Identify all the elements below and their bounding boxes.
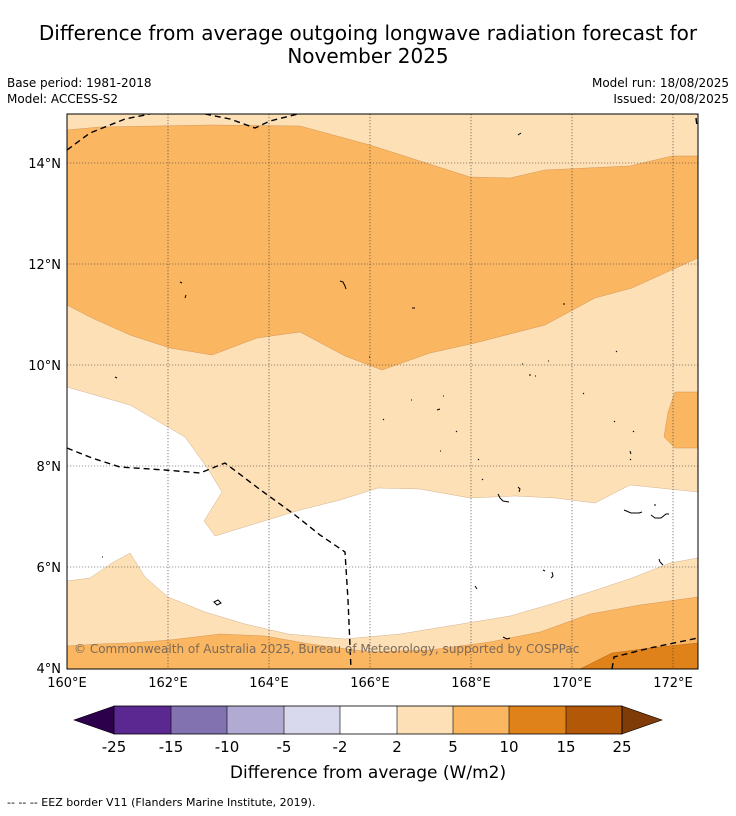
colorbar-swatch	[227, 706, 284, 734]
lon-tick: 160°E	[47, 676, 87, 691]
latitude-labels: 14°N 12°N 10°N 8°N 6°N 4°N	[28, 157, 61, 677]
model-name: Model: ACCESS-S2	[7, 92, 119, 106]
colorbar-tick: -15	[159, 738, 184, 756]
lat-tick: 8°N	[37, 460, 62, 475]
lat-tick: 14°N	[28, 157, 61, 172]
colorbar-swatch	[566, 706, 622, 734]
chart-title: Difference from average outgoing longwav…	[0, 22, 736, 68]
lon-tick: 172°E	[653, 676, 693, 691]
title-line-2: November 2025	[287, 44, 449, 68]
lon-tick: 166°E	[350, 676, 390, 691]
colorbar-extend-high	[621, 705, 663, 735]
right-meta: Model run: 18/08/2025 Issued: 20/08/2025	[592, 75, 729, 107]
copyright-text: © Commonwealth of Australia 2025, Bureau…	[74, 642, 579, 656]
contour-10-15-southeast	[579, 642, 698, 669]
colorbar-tick: -5	[277, 738, 292, 756]
colorbar-tick: 25	[612, 738, 631, 756]
lat-tick: 6°N	[37, 561, 62, 576]
lon-tick: 164°E	[249, 676, 289, 691]
map-area: © Commonwealth of Australia 2025, Bureau…	[67, 114, 698, 669]
colorbar-tick: 5	[448, 738, 458, 756]
colorbar-swatch	[453, 706, 509, 734]
colorbar-label: Difference from average (W/m2)	[230, 763, 506, 783]
issued-date: Issued: 20/08/2025	[613, 92, 729, 106]
map-frame	[66, 113, 699, 670]
colorbar-tick: 2	[392, 738, 402, 756]
colorbar-tick: 10	[499, 738, 518, 756]
colorbar-swatch	[171, 706, 227, 734]
lat-tick: 10°N	[28, 359, 61, 374]
islands	[102, 132, 669, 640]
colorbar: -25 -15 -10 -5 -2 2 5 10 15 25 Differenc…	[73, 705, 663, 783]
lon-tick: 170°E	[552, 676, 592, 691]
colorbar-tick: -2	[333, 738, 348, 756]
colorbar-swatch	[509, 706, 566, 734]
lat-tick: 4°N	[37, 662, 62, 677]
colorbar-swatch	[284, 706, 340, 734]
base-period: Base period: 1981-2018	[7, 76, 152, 90]
lat-tick: 12°N	[28, 258, 61, 273]
contour-5-10-band	[67, 124, 698, 371]
colorbar-extend-low	[73, 705, 115, 735]
lon-tick: 162°E	[148, 676, 188, 691]
graticule	[67, 114, 698, 669]
title-line-1: Difference from average outgoing longwav…	[38, 21, 698, 45]
contour-5-10-south	[67, 596, 698, 669]
colorbar-tick: -25	[102, 738, 127, 756]
left-meta: Base period: 1981-2018 Model: ACCESS-S2	[7, 75, 152, 107]
eez-footnote: -- -- -- EEZ border V11 (Flanders Marine…	[7, 796, 316, 809]
colorbar-tick: -10	[215, 738, 240, 756]
colorbar-swatch	[397, 706, 453, 734]
contour-5-10-east-patch	[663, 391, 698, 449]
colorbar-swatch	[114, 706, 171, 734]
longitude-labels: 160°E 162°E 164°E 166°E 168°E 170°E 172°…	[47, 676, 693, 691]
colorbar-tick: 15	[556, 738, 575, 756]
eez-border	[67, 114, 698, 669]
lon-tick: 168°E	[451, 676, 491, 691]
model-run: Model run: 18/08/2025	[591, 76, 729, 90]
colorbar-swatch	[340, 706, 397, 734]
